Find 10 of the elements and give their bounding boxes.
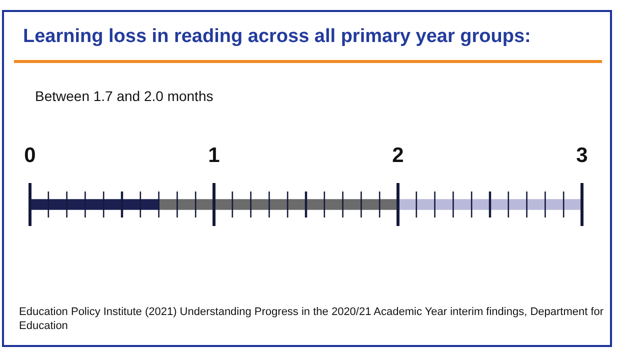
chart-subtitle: Between 1.7 and 2.0 months [35, 88, 214, 104]
bar [158, 199, 398, 210]
x-tick-label: 0 [24, 144, 36, 168]
bar [398, 199, 582, 210]
x-tick-label: 2 [392, 144, 404, 168]
text: Education Policy Institute (2021) Understanding Progress in the 2020/21 Academic Year interim findings, Department for Education [19, 305, 605, 333]
bar [30, 199, 160, 210]
chart-title: Learning loss in reading across all primary year groups: [23, 26, 531, 48]
x-tick-label: 3 [576, 144, 588, 168]
x-tick-label: 1 [208, 144, 220, 168]
